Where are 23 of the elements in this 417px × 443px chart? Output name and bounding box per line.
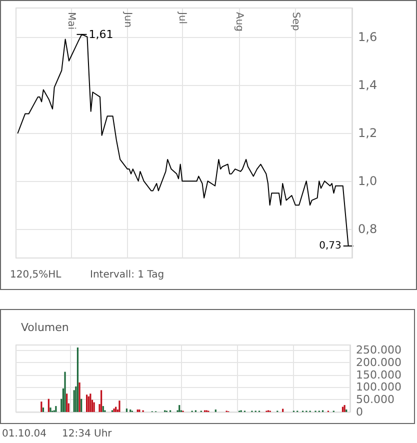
x-tick-label: Jul: [176, 11, 188, 24]
x-tick-label: Sep: [290, 12, 301, 31]
y-tick-label: 1,6: [358, 30, 378, 44]
text: 01.10.04: [2, 428, 47, 440]
y-tick-label: 1,0: [358, 174, 378, 188]
y-tick-label: 1,4: [358, 78, 378, 92]
annotation: 0,73: [319, 240, 342, 252]
y-tick-label: 0: [356, 406, 363, 418]
y-tick-label: 0,8: [358, 222, 378, 236]
chart-title: Volumen: [21, 321, 69, 334]
y-tick-label: 250.000: [356, 343, 402, 356]
x-tick-label: Mai: [65, 12, 76, 30]
x-tick-label: Aug: [233, 12, 244, 32]
text: 120,5%HL: [10, 270, 62, 280]
y-tick-label: 200.000: [356, 356, 402, 369]
annotation: 1,61: [88, 28, 114, 41]
text: 12:34 Uhr: [62, 428, 113, 440]
y-tick-label: 50.000: [356, 393, 394, 406]
x-tick-label: Jun: [122, 11, 133, 28]
y-tick-label: 150.000: [356, 368, 402, 382]
y-tick-label: 1,2: [358, 126, 378, 140]
text: Intervall: 1 Tag: [90, 270, 164, 280]
y-tick-label: 100.000: [356, 380, 402, 394]
